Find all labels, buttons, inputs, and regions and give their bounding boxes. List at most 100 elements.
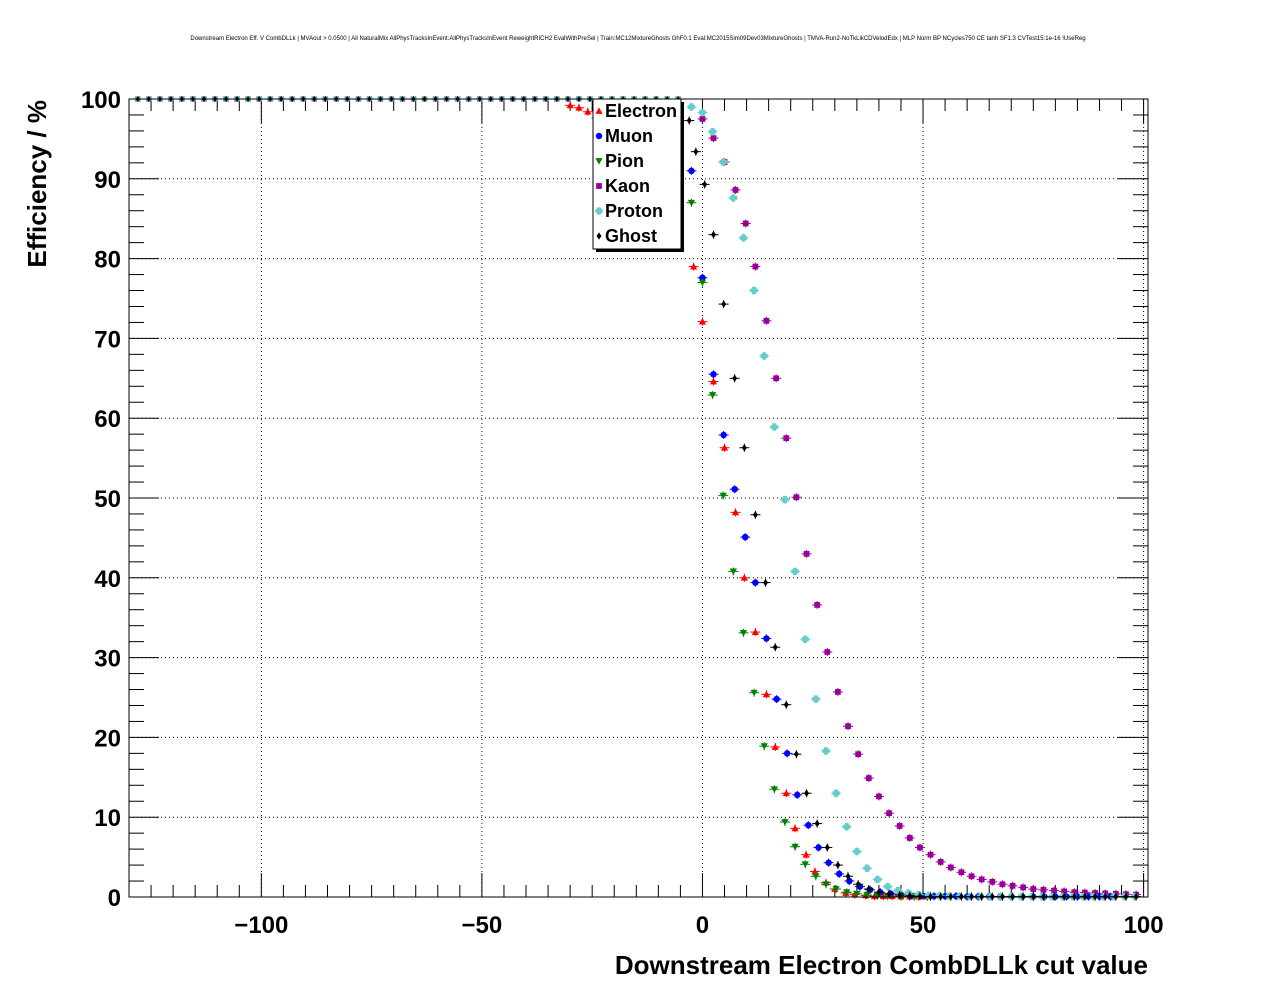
legend-label-electron: Electron xyxy=(605,101,677,121)
data-point xyxy=(855,751,862,758)
y-tick-label: 70 xyxy=(94,326,121,353)
data-point xyxy=(907,892,913,900)
data-point xyxy=(783,750,791,757)
data-point xyxy=(822,747,830,755)
data-point xyxy=(710,135,717,141)
data-point xyxy=(763,578,769,587)
data-point xyxy=(693,148,699,156)
data-point xyxy=(698,279,707,287)
data-point xyxy=(958,869,965,876)
data-point xyxy=(876,793,882,800)
x-tick-label: −100 xyxy=(234,912,288,939)
data-point xyxy=(853,847,861,856)
legend-marker-muon xyxy=(595,132,603,140)
data-point xyxy=(687,199,696,207)
data-point xyxy=(1040,886,1047,893)
data-point xyxy=(822,881,830,888)
data-point xyxy=(845,723,851,730)
data-point xyxy=(731,485,738,493)
data-point xyxy=(845,872,851,880)
data-point xyxy=(846,877,853,885)
data-point xyxy=(825,859,832,866)
y-tick-label: 20 xyxy=(94,725,121,752)
data-point xyxy=(999,881,1006,888)
data-point xyxy=(917,844,923,851)
data-point xyxy=(750,689,758,697)
data-point xyxy=(750,286,758,295)
legend-box xyxy=(592,98,682,250)
data-point xyxy=(752,263,759,270)
data-point xyxy=(687,103,696,111)
data-point xyxy=(832,886,840,893)
data-point xyxy=(772,643,778,651)
data-point xyxy=(709,377,718,385)
data-point xyxy=(937,859,944,865)
data-point xyxy=(729,568,737,576)
data-point xyxy=(835,861,841,869)
data-point xyxy=(773,375,780,382)
data-point xyxy=(814,602,821,608)
y-tick-label: 100 xyxy=(81,87,121,114)
data-point xyxy=(763,317,770,324)
data-point xyxy=(791,824,799,832)
data-point xyxy=(812,695,820,703)
data-point xyxy=(814,819,820,828)
data-point xyxy=(739,629,748,637)
data-point xyxy=(947,864,954,871)
data-point xyxy=(791,567,799,576)
data-point xyxy=(781,819,789,826)
data-point xyxy=(760,352,768,360)
legend-label-ghost: Ghost xyxy=(605,226,657,246)
legend-marker-kaon xyxy=(596,183,602,189)
data-point xyxy=(698,108,707,117)
data-point xyxy=(811,867,819,875)
data-point xyxy=(729,194,737,202)
data-point xyxy=(732,187,739,193)
data-point xyxy=(698,318,707,325)
data-point xyxy=(906,835,913,841)
legend-label-muon: Muon xyxy=(605,126,653,146)
data-point xyxy=(720,444,729,451)
data-point xyxy=(863,864,871,872)
data-point xyxy=(812,873,820,880)
y-tick-label: 60 xyxy=(94,406,121,433)
y-tick-label: 0 xyxy=(108,885,121,912)
data-point xyxy=(1071,889,1078,896)
data-point xyxy=(804,789,810,797)
data-point xyxy=(884,883,892,891)
data-point xyxy=(1009,882,1016,889)
data-point xyxy=(783,701,789,709)
legend-marker-electron xyxy=(595,107,603,114)
data-point xyxy=(855,880,861,888)
tick-labels: −100 −50 0 50 100 0 10 20 30 40 50 60 70 80 90 100 xyxy=(81,87,1164,939)
data-point xyxy=(824,649,831,655)
data-point xyxy=(793,494,800,501)
data-point xyxy=(751,628,759,635)
data-point xyxy=(721,300,727,308)
data-point xyxy=(978,876,985,883)
data-point xyxy=(760,743,768,750)
data-point xyxy=(710,371,717,378)
data-point xyxy=(803,550,810,557)
data-point xyxy=(815,844,822,851)
data-point xyxy=(575,104,583,111)
data-point xyxy=(720,431,727,439)
data-point xyxy=(917,892,923,900)
data-point xyxy=(832,789,840,797)
data-point xyxy=(699,274,706,281)
data-point xyxy=(876,888,882,896)
data-point xyxy=(794,791,801,799)
legend-label-proton: Proton xyxy=(605,201,663,221)
data-point xyxy=(835,689,841,695)
legend-label-pion: Pion xyxy=(605,151,644,171)
data-point xyxy=(731,508,740,516)
y-tick-label: 90 xyxy=(94,167,121,194)
data-point xyxy=(783,435,790,442)
data-point xyxy=(773,695,780,703)
x-axis-label: Downstream Electron CombDLLk cut value xyxy=(615,950,1148,980)
data-point xyxy=(802,851,810,858)
data-point xyxy=(566,101,574,109)
data-point xyxy=(752,511,758,519)
series-pion xyxy=(133,96,946,901)
